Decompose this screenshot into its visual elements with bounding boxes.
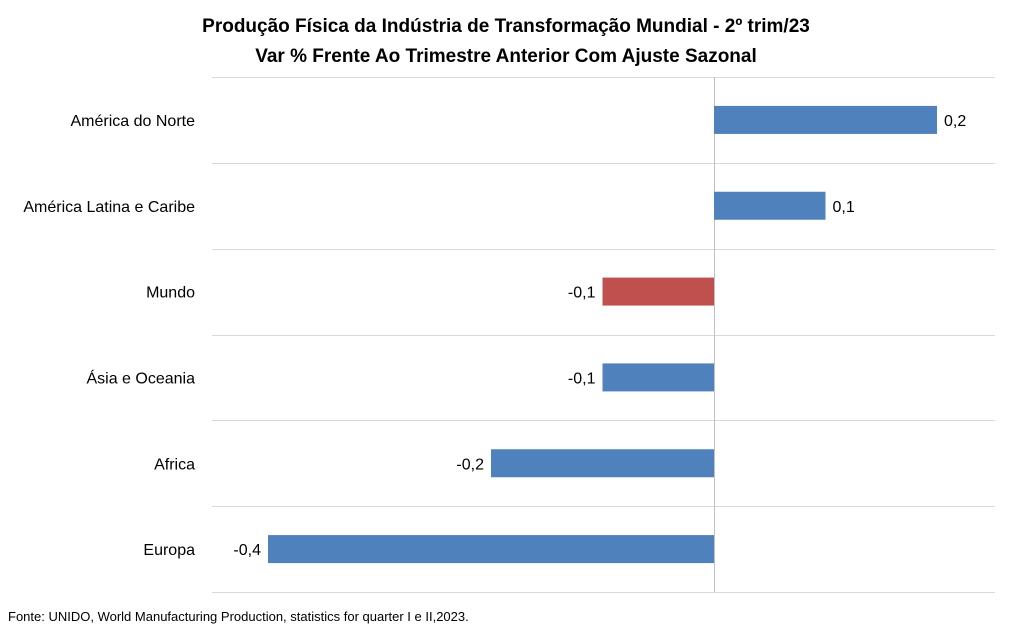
value-label: 0,2 (944, 113, 966, 130)
plot-area: América do Norte 0,2 América Latina e Cari… (23, 77, 995, 593)
value-label: -0,1 (568, 370, 596, 387)
category-label: América Latina e Caribe (23, 199, 195, 216)
value-label: 0,1 (833, 199, 855, 216)
category-label: Ásia e Oceania (86, 368, 195, 387)
chart-title: Produção Física da Indústria de Transfor… (202, 16, 810, 37)
category-label: Africa (154, 456, 195, 473)
bar (602, 363, 714, 392)
category-label: Mundo (146, 285, 195, 302)
category-label: América do Norte (71, 113, 196, 130)
bar (268, 535, 714, 564)
value-label: -0,2 (456, 456, 484, 473)
bar (602, 277, 714, 306)
source-note: Fonte: UNIDO, World Manufacturing Produc… (8, 609, 469, 624)
category-label: Europa (143, 542, 195, 559)
bar (491, 449, 714, 478)
value-label: -0,1 (568, 285, 596, 302)
chart-subtitle: Var % Frente Ao Trimestre Anterior Com A… (255, 46, 757, 67)
bar (714, 105, 937, 134)
bar (714, 191, 826, 220)
value-label: -0,4 (233, 542, 261, 559)
